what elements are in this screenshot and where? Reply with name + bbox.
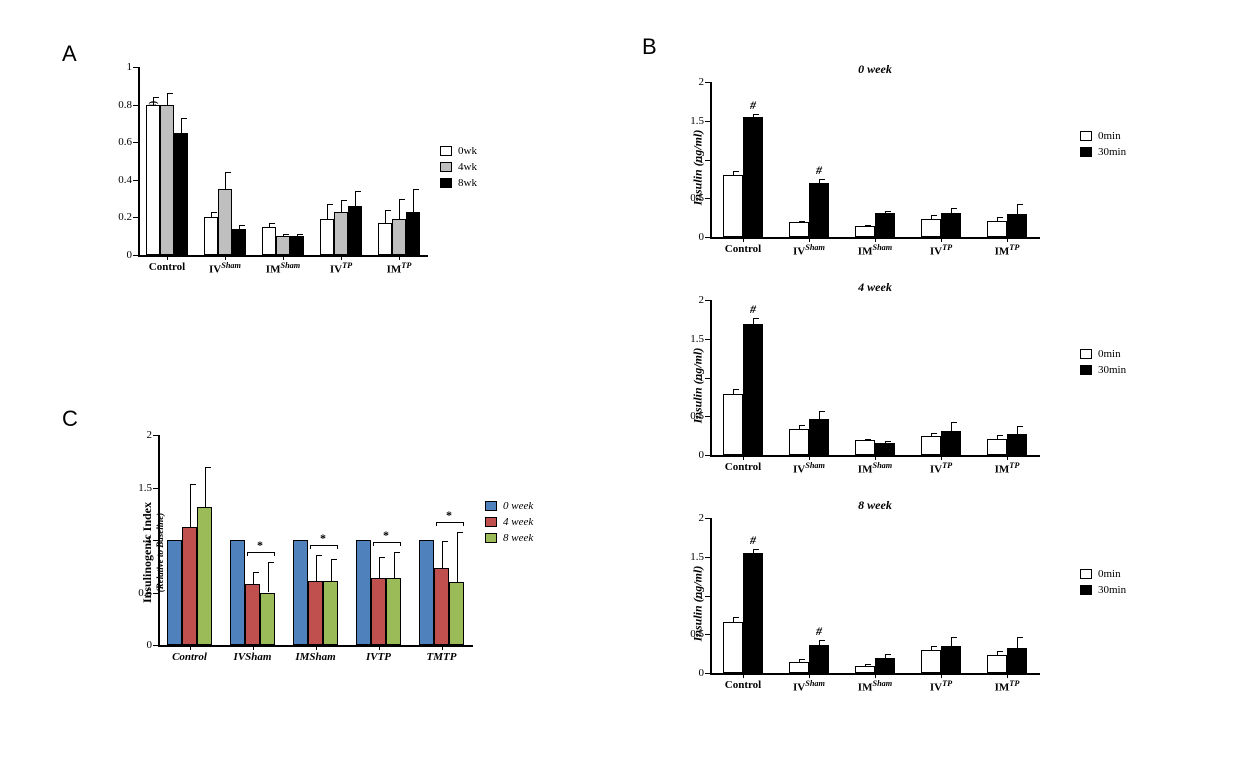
panel-a: A00.20.40.60.81Fasting Plasma Insulin (n… xyxy=(80,55,500,300)
panel-b-sub-2: 8 week00.511.52Insulin (ng/ml)Control#IV… xyxy=(640,498,1200,716)
panel-b-legend-2: 0min30min xyxy=(1080,568,1126,600)
panel-b-sub-0: 0 week00.511.52Insulin (ng/ml)Control#IV… xyxy=(640,62,1200,280)
panel-b: B0 week00.511.52Insulin (ng/ml)Control#I… xyxy=(640,40,1200,750)
panel-a-legend: 0wk4wk8wk xyxy=(440,145,477,193)
panel-c-legend: 0 week4 week8 week xyxy=(485,500,533,548)
panel-b-legend-0: 0min30min xyxy=(1080,130,1126,162)
panel-c: C00.511.52Insulinogenic Index(Relative t… xyxy=(80,420,530,720)
panel-b-sub-1: 4 week00.511.52Insulin (ng/ml)Control#IV… xyxy=(640,280,1200,498)
panel-b-legend-1: 0min30min xyxy=(1080,348,1126,380)
